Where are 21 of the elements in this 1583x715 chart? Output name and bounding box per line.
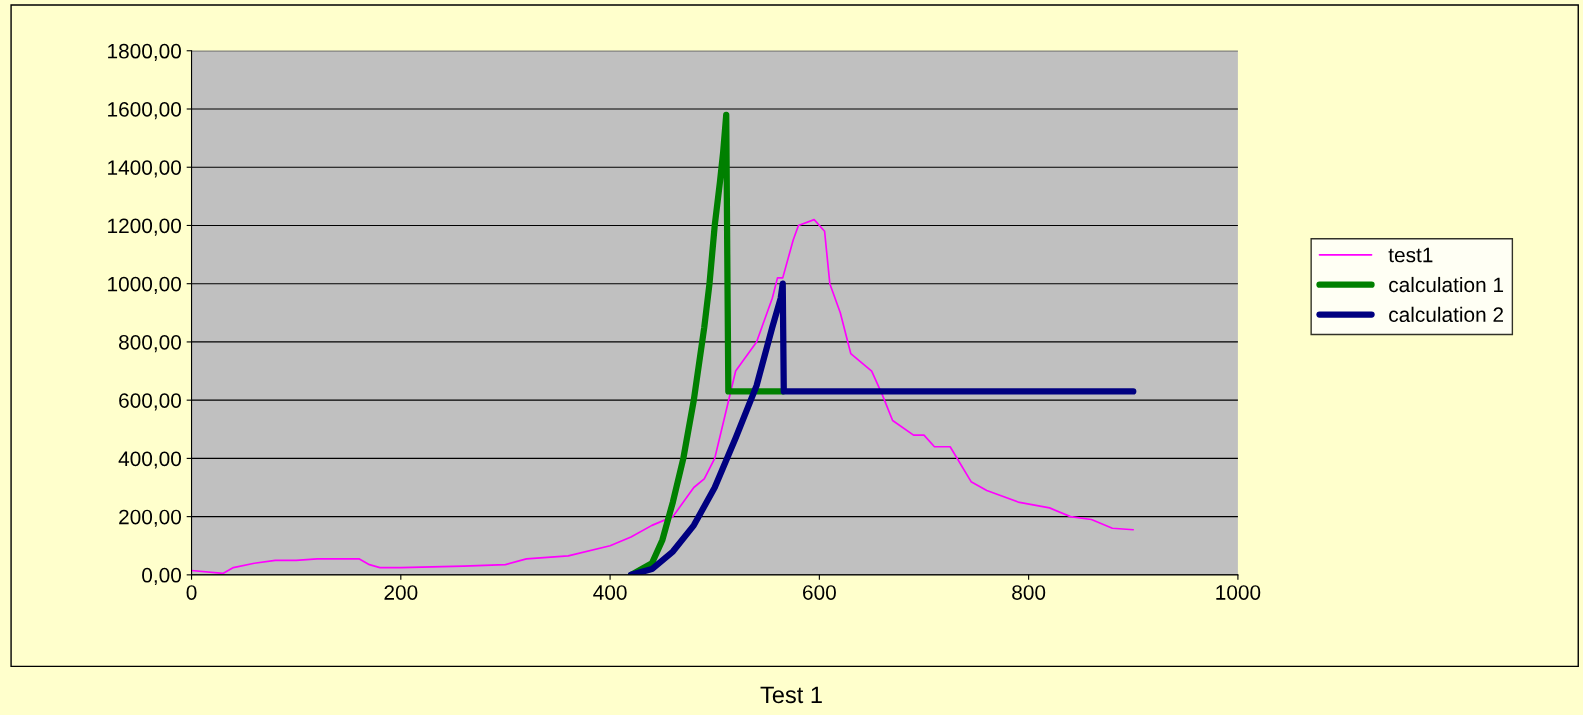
legend-label: calculation 1 [1389, 276, 1504, 293]
x-tick-label: 600 [803, 585, 836, 600]
y-tick-label: 1400,00 [108, 160, 182, 178]
y-tick-label: 1200,00 [108, 218, 182, 236]
y-tick-label: 200,00 [119, 509, 182, 527]
x-tick-label: 800 [1012, 585, 1046, 600]
x-tick-label: 1000 [1216, 585, 1261, 600]
x-tick-label: 200 [384, 585, 418, 600]
line-series [191, 218, 1135, 575]
y-tick-label: 800,00 [119, 334, 182, 353]
y-tick-label: 400,00 [118, 451, 182, 469]
y-tick-label: 1600,00 [108, 102, 182, 120]
y-tick-label: 0,00 [142, 567, 182, 586]
x-tick-label: 0 [186, 585, 197, 600]
y-tick-label: 1000,00 [108, 276, 182, 294]
legend-label: test1 [1388, 247, 1433, 263]
legend-label: calculation 2 [1389, 306, 1503, 323]
x-tick-label: 400 [593, 585, 627, 600]
text: Test 1 [760, 686, 822, 704]
y-tick-label: 1800,00 [108, 43, 182, 61]
y-tick-label: 600,00 [119, 393, 182, 411]
